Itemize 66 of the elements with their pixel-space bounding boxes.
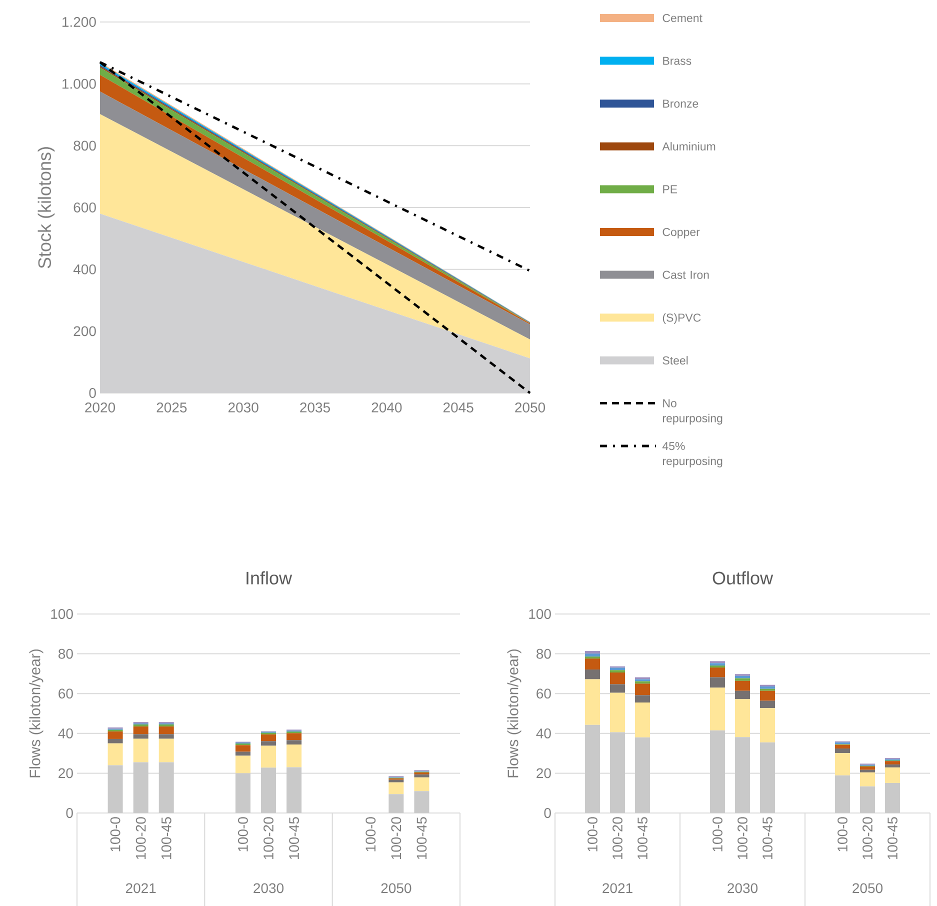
x-tick-label: 2050 (515, 402, 546, 412)
legend-label: Cast Iron (662, 270, 709, 279)
y-tick-label: 0 (544, 808, 551, 818)
text: 2050 (381, 883, 412, 894)
legend-label: No repurposing (662, 399, 722, 425)
x-tick-label: 100-45 (416, 817, 427, 860)
y-tick-label: 200 (74, 326, 96, 336)
text: 2030 (728, 883, 758, 894)
legend-label: (S)PVC (662, 313, 701, 324)
y-tick-label: 600 (74, 202, 96, 212)
y-tick-label: 60 (58, 688, 73, 699)
x-tick-label: 100-20 (264, 817, 274, 860)
text: 2021 (126, 883, 156, 894)
y-tick-label: 0 (66, 808, 73, 818)
x-tick-label: 100-20 (738, 817, 748, 860)
legend-label: Aluminium (662, 142, 716, 151)
x-tick-label: 100-20 (862, 817, 872, 860)
legend-label: PE (663, 185, 678, 194)
y-tick-label: 400 (73, 264, 96, 274)
legend-label: Brass (663, 56, 692, 65)
legend-label: Copper (662, 228, 700, 238)
y-tick-label: 100 (51, 609, 73, 619)
x-tick-label: 100-20 (136, 817, 146, 860)
y-tick-label: 100 (529, 609, 551, 619)
x-tick-label: 100-20 (612, 817, 622, 860)
x-tick-label: 2025 (156, 402, 187, 412)
x-tick-label: 2045 (443, 402, 474, 412)
x-tick-label: 2020 (85, 402, 116, 412)
chart-title: Outflow (712, 571, 774, 584)
x-tick-label: 2030 (228, 402, 258, 412)
x-tick-label: 100-45 (762, 817, 772, 860)
y-tick-label: 80 (536, 648, 551, 659)
x-tick-label: 100-45 (638, 817, 648, 860)
x-tick-label: 100-45 (888, 817, 898, 860)
y-axis-title: Flows (kiloton/year) (29, 649, 44, 778)
legend-label: Bronze (663, 100, 698, 108)
legend-label: Cement (662, 14, 702, 22)
y-tick-label: 80 (58, 648, 73, 659)
chart-title: Inflow (246, 571, 292, 584)
y-tick-label: 0 (89, 388, 96, 398)
legend-label: 45% repurposing (662, 442, 722, 468)
x-tick-label: 100-45 (289, 817, 299, 860)
legend-label: Steel (662, 356, 688, 365)
y-tick-label: 20 (536, 768, 551, 778)
x-tick-label: 100-0 (238, 817, 248, 852)
x-tick-label: 100-45 (161, 817, 172, 860)
x-tick-label: 100-0 (712, 817, 722, 852)
x-tick-label: 100-0 (588, 817, 598, 852)
x-tick-label: 2040 (372, 402, 402, 412)
x-tick-label: 100-0 (838, 817, 848, 852)
y-axis-title: Stock (kilotons) (38, 147, 55, 268)
y-tick-label: 1.200 (62, 17, 96, 27)
y-tick-label: 40 (58, 728, 73, 738)
x-tick-label: 2035 (300, 402, 330, 412)
y-tick-label: 1.000 (62, 78, 96, 89)
text: 2050 (852, 883, 883, 894)
text: 2021 (602, 883, 632, 894)
y-tick-label: 60 (536, 688, 551, 699)
x-tick-label: 100-20 (391, 817, 402, 860)
y-tick-label: 40 (536, 728, 551, 738)
y-tick-label: 800 (74, 140, 96, 151)
x-tick-label: 100-0 (110, 817, 120, 852)
y-tick-label: 20 (58, 768, 73, 778)
text: 2030 (254, 883, 284, 894)
x-tick-label: 100-0 (366, 817, 376, 852)
y-axis-title: Flows (kiloton/year) (507, 649, 522, 778)
